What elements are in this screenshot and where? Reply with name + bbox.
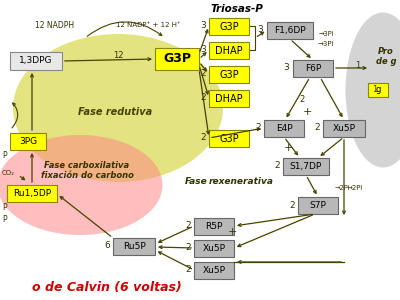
Text: R5P: R5P — [205, 222, 223, 231]
Text: +: + — [227, 227, 237, 237]
Text: Fase redutiva: Fase redutiva — [78, 107, 152, 117]
FancyBboxPatch shape — [7, 185, 57, 202]
Text: 2: 2 — [200, 134, 206, 142]
Text: 2: 2 — [299, 95, 305, 104]
Text: →3Pi: →3Pi — [318, 31, 334, 37]
Text: P: P — [2, 151, 7, 160]
FancyBboxPatch shape — [194, 218, 234, 235]
FancyBboxPatch shape — [209, 130, 249, 147]
Text: 2: 2 — [314, 124, 320, 133]
Text: Triosas-P: Triosas-P — [210, 4, 264, 14]
Text: DHAP: DHAP — [215, 46, 243, 56]
FancyBboxPatch shape — [113, 238, 155, 255]
Text: fixación do carbono: fixación do carbono — [40, 170, 134, 179]
Text: Xu5P: Xu5P — [332, 124, 356, 133]
FancyBboxPatch shape — [293, 60, 333, 77]
Text: F6P: F6P — [305, 64, 321, 73]
Text: 1: 1 — [355, 61, 361, 70]
Text: Ru5P: Ru5P — [123, 242, 145, 251]
FancyBboxPatch shape — [209, 66, 249, 83]
Text: 2: 2 — [200, 94, 206, 103]
Text: 12 NADPH: 12 NADPH — [36, 20, 74, 29]
Text: Pro: Pro — [378, 47, 394, 56]
Text: G3P: G3P — [219, 134, 239, 143]
FancyBboxPatch shape — [155, 48, 199, 70]
Text: DHAP: DHAP — [215, 94, 243, 103]
Text: G3P: G3P — [219, 70, 239, 80]
Text: 3: 3 — [200, 46, 206, 55]
FancyBboxPatch shape — [209, 18, 249, 35]
Text: 3: 3 — [257, 26, 263, 34]
Text: de g: de g — [376, 58, 396, 67]
Text: 3PG: 3PG — [19, 137, 37, 146]
Text: o de Calvin (6 voltas): o de Calvin (6 voltas) — [32, 281, 182, 294]
Text: G3P: G3P — [219, 22, 239, 32]
Text: 2: 2 — [200, 70, 206, 79]
Text: E4P: E4P — [276, 124, 292, 133]
Text: 3: 3 — [200, 22, 206, 31]
FancyBboxPatch shape — [323, 120, 365, 137]
Text: →2Pi: →2Pi — [334, 185, 350, 191]
Text: Fase carboxilativa: Fase carboxilativa — [44, 160, 130, 169]
Ellipse shape — [13, 34, 223, 182]
Text: 2: 2 — [185, 266, 191, 274]
Text: Xu5P: Xu5P — [202, 244, 226, 253]
Text: S7P: S7P — [310, 201, 326, 210]
FancyBboxPatch shape — [283, 158, 329, 175]
FancyBboxPatch shape — [10, 133, 46, 150]
Text: 12: 12 — [113, 50, 123, 59]
Text: P: P — [2, 215, 7, 224]
Text: 2: 2 — [255, 124, 261, 133]
Text: +: + — [283, 143, 293, 153]
Ellipse shape — [346, 13, 400, 167]
FancyBboxPatch shape — [194, 240, 234, 257]
Text: 2: 2 — [289, 200, 295, 209]
Text: +: + — [302, 107, 312, 117]
FancyBboxPatch shape — [209, 42, 249, 59]
FancyBboxPatch shape — [298, 197, 338, 214]
Text: S1,7DP: S1,7DP — [290, 162, 322, 171]
FancyBboxPatch shape — [194, 262, 234, 279]
Text: 1,3DPG: 1,3DPG — [19, 56, 53, 65]
FancyBboxPatch shape — [209, 90, 249, 107]
Text: 3: 3 — [283, 64, 289, 73]
Text: F1,6DP: F1,6DP — [274, 26, 306, 35]
FancyBboxPatch shape — [10, 52, 62, 70]
Text: P: P — [2, 202, 7, 211]
Text: rexenerativa: rexenerativa — [208, 178, 274, 187]
Text: CO₂: CO₂ — [2, 170, 15, 176]
Text: 2: 2 — [185, 244, 191, 253]
Text: 6: 6 — [104, 242, 110, 250]
Text: 2: 2 — [274, 161, 280, 170]
Text: →3Pi: →3Pi — [318, 41, 334, 47]
FancyBboxPatch shape — [267, 22, 313, 39]
Text: g: g — [375, 85, 381, 94]
Ellipse shape — [0, 135, 162, 235]
Text: Xu5P: Xu5P — [202, 266, 226, 275]
FancyBboxPatch shape — [264, 120, 304, 137]
Text: →2Pi: →2Pi — [347, 185, 363, 191]
Text: 12 NADP⁺ + 12 H⁺: 12 NADP⁺ + 12 H⁺ — [116, 22, 180, 28]
Text: Fase: Fase — [185, 178, 207, 187]
FancyBboxPatch shape — [368, 83, 388, 97]
Text: 1: 1 — [372, 85, 378, 94]
Text: 2: 2 — [185, 221, 191, 230]
Text: Ru1,5DP: Ru1,5DP — [13, 189, 51, 198]
Text: G3P: G3P — [163, 52, 191, 65]
